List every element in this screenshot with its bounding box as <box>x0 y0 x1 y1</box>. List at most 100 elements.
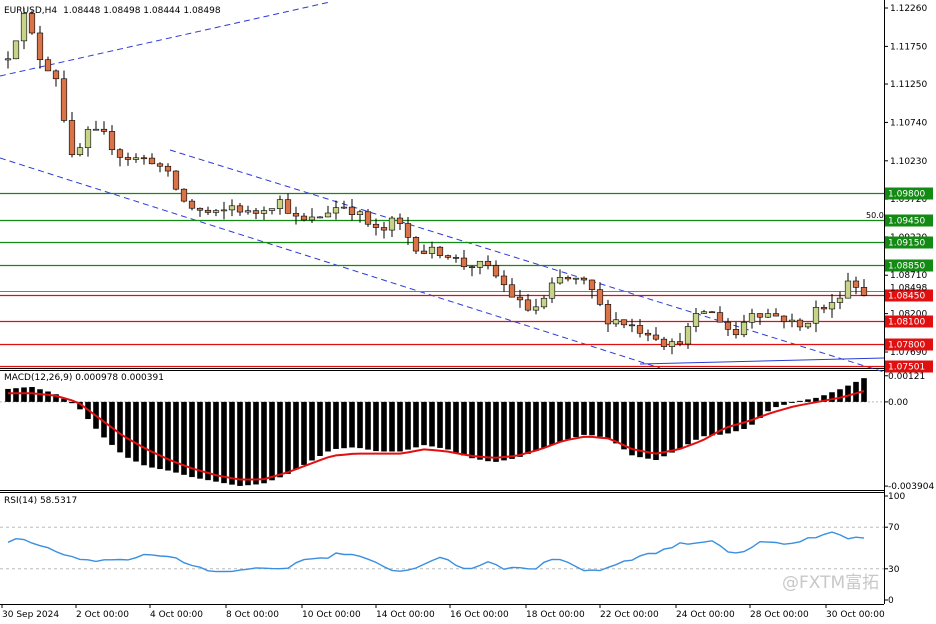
candle <box>572 277 580 280</box>
trend-line <box>639 357 885 365</box>
price-pane[interactable] <box>0 1 885 373</box>
candle <box>124 157 132 160</box>
candle <box>852 280 860 288</box>
candle <box>828 302 836 310</box>
time-label: 18 Oct 00:00 <box>526 610 585 620</box>
candle <box>404 223 412 238</box>
candle <box>68 120 76 155</box>
candle <box>548 282 556 299</box>
rsi-tick-label: 30 <box>888 565 900 575</box>
candle <box>436 246 444 256</box>
candle <box>700 311 708 314</box>
macd-histogram-bar <box>581 401 587 435</box>
candle <box>564 277 572 280</box>
macd-histogram-bar <box>709 401 715 436</box>
macd-histogram-bar <box>229 401 235 485</box>
macd-histogram-bar <box>701 401 707 437</box>
candle <box>508 284 516 298</box>
time-label: 14 Oct 00:00 <box>376 610 435 620</box>
candle <box>316 216 324 219</box>
candle <box>644 332 652 336</box>
rsi-title: RSI(14) 58.5317 <box>4 496 77 506</box>
macd-histogram-bar <box>789 401 795 403</box>
candle <box>28 13 36 34</box>
macd-histogram-bar <box>845 385 851 402</box>
macd-histogram-bar <box>533 401 539 451</box>
candle <box>260 210 268 214</box>
time-label: 4 Oct 00:00 <box>150 610 203 620</box>
candle <box>364 211 372 225</box>
candle <box>500 275 508 286</box>
macd-histogram-bar <box>829 392 835 402</box>
macd-pane[interactable] <box>0 378 884 486</box>
level-badge-1.09450 <box>885 214 933 227</box>
candle <box>284 199 292 214</box>
candle <box>652 334 660 340</box>
rsi-tick-label: 70 <box>888 523 900 533</box>
candle <box>308 216 316 221</box>
level-label-1.08450: 1.08450 <box>888 292 925 302</box>
candle <box>164 165 172 172</box>
macd-histogram-bar <box>357 401 363 449</box>
macd-histogram-bar <box>117 401 123 453</box>
macd-histogram-bar <box>133 401 139 462</box>
rsi-pane[interactable] <box>0 526 884 573</box>
rsi-tick-label: 0 <box>888 596 894 606</box>
candle <box>204 209 212 213</box>
candle <box>100 128 108 132</box>
candle <box>540 297 548 308</box>
candle <box>668 341 676 347</box>
candle <box>76 147 84 155</box>
candle <box>132 157 140 160</box>
macd-histogram-bar <box>485 401 491 462</box>
macd-histogram-bar <box>637 401 643 458</box>
rsi-line <box>7 531 865 573</box>
macd-histogram-bar <box>301 401 307 465</box>
level-label-1.09800: 1.09800 <box>888 190 925 200</box>
macd-histogram-bar <box>237 401 243 486</box>
candle <box>620 319 628 326</box>
time-label: 30 Sep 2024 <box>2 610 59 620</box>
macd-histogram-bar <box>365 401 371 450</box>
macd-histogram-bar <box>325 401 331 452</box>
candle <box>276 199 284 209</box>
candle <box>348 206 356 215</box>
candle <box>676 341 684 345</box>
time-label: 10 Oct 00:00 <box>302 610 361 620</box>
candle <box>860 287 868 296</box>
macd-histogram-bar <box>53 394 59 402</box>
level-badge-1.09800 <box>885 187 933 200</box>
macd-histogram-bar <box>245 401 251 486</box>
candle <box>188 200 196 209</box>
macd-histogram-bar <box>557 401 563 442</box>
candle <box>268 208 276 211</box>
macd-histogram-bar <box>269 401 275 481</box>
candle <box>492 265 500 277</box>
candle <box>4 58 12 61</box>
candle <box>460 257 468 268</box>
level-badge-1.09150 <box>885 236 933 249</box>
macd-histogram-bar <box>621 401 627 450</box>
candle <box>612 319 620 325</box>
price-tick-label: 1.08200 <box>890 310 927 320</box>
candle <box>724 321 732 330</box>
candle <box>452 257 460 259</box>
candle <box>356 211 364 215</box>
macd-histogram-bar <box>517 401 523 457</box>
candle <box>292 213 300 217</box>
candle <box>468 266 476 269</box>
level-badge-1.07800 <box>885 338 933 351</box>
macd-histogram-bar <box>805 399 811 402</box>
macd-histogram-bar <box>397 401 403 452</box>
candle <box>340 206 348 209</box>
macd-histogram-bar <box>525 401 531 454</box>
price-tick-label: 1.12260 <box>890 4 927 14</box>
price-tick-label: 1.10230 <box>890 157 927 167</box>
candle <box>300 215 308 221</box>
candle <box>516 296 524 301</box>
macd-histogram-bar <box>605 401 611 439</box>
macd-histogram-bar <box>13 388 19 402</box>
axis-layer: 1.12260 1.11750 1.11250 1.10740 1.10230 1.097… <box>1 4 934 620</box>
candle <box>140 157 148 160</box>
